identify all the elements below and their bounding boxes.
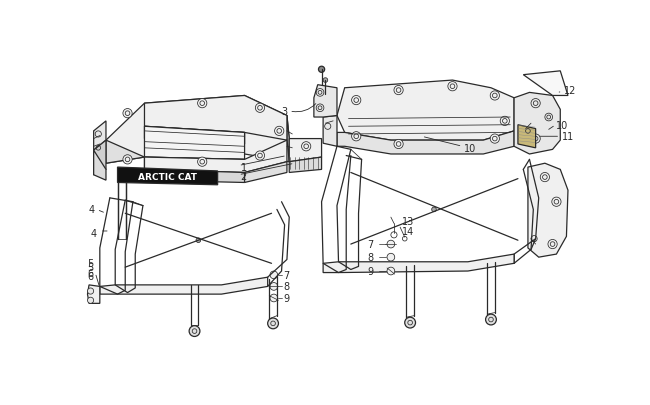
Polygon shape bbox=[514, 93, 560, 155]
Text: 7: 7 bbox=[283, 270, 289, 280]
Circle shape bbox=[88, 297, 94, 304]
Polygon shape bbox=[518, 126, 536, 149]
Polygon shape bbox=[289, 139, 322, 162]
Circle shape bbox=[123, 156, 132, 164]
Polygon shape bbox=[337, 81, 514, 141]
Text: ARCTIC CAT: ARCTIC CAT bbox=[138, 173, 197, 181]
Circle shape bbox=[405, 318, 415, 328]
Circle shape bbox=[302, 142, 311, 151]
Polygon shape bbox=[106, 141, 144, 164]
Circle shape bbox=[270, 283, 278, 290]
Circle shape bbox=[318, 67, 324, 73]
Text: 9: 9 bbox=[283, 293, 289, 303]
Circle shape bbox=[500, 117, 510, 126]
Circle shape bbox=[323, 79, 328, 83]
Polygon shape bbox=[323, 116, 337, 147]
Circle shape bbox=[387, 254, 395, 261]
Text: 7: 7 bbox=[368, 239, 374, 249]
Text: 4: 4 bbox=[89, 205, 95, 215]
Polygon shape bbox=[144, 96, 287, 141]
Circle shape bbox=[268, 318, 278, 329]
Polygon shape bbox=[106, 96, 289, 164]
Circle shape bbox=[189, 326, 200, 337]
Text: 11: 11 bbox=[562, 132, 574, 142]
Text: 10: 10 bbox=[464, 143, 476, 153]
Circle shape bbox=[394, 86, 403, 96]
Text: 6: 6 bbox=[88, 272, 94, 282]
Circle shape bbox=[255, 151, 265, 161]
Circle shape bbox=[196, 238, 201, 243]
Polygon shape bbox=[244, 162, 287, 183]
Circle shape bbox=[123, 109, 132, 119]
Text: 12: 12 bbox=[564, 86, 577, 96]
Circle shape bbox=[490, 92, 499, 101]
Polygon shape bbox=[337, 132, 514, 155]
Circle shape bbox=[255, 104, 265, 113]
Circle shape bbox=[198, 99, 207, 109]
Polygon shape bbox=[323, 254, 514, 273]
Circle shape bbox=[352, 96, 361, 105]
Polygon shape bbox=[94, 122, 106, 151]
Polygon shape bbox=[523, 72, 568, 96]
Circle shape bbox=[486, 314, 497, 325]
Circle shape bbox=[88, 288, 94, 294]
Polygon shape bbox=[144, 158, 244, 173]
Text: 2: 2 bbox=[240, 172, 247, 182]
Text: 4: 4 bbox=[90, 228, 97, 238]
Circle shape bbox=[432, 208, 436, 212]
Circle shape bbox=[448, 82, 457, 92]
Polygon shape bbox=[287, 116, 289, 162]
Polygon shape bbox=[88, 285, 100, 304]
Text: 6: 6 bbox=[88, 268, 94, 278]
Text: 13: 13 bbox=[402, 216, 415, 226]
Circle shape bbox=[387, 241, 395, 248]
Text: 3: 3 bbox=[281, 107, 288, 117]
Text: 8: 8 bbox=[283, 282, 289, 292]
Polygon shape bbox=[528, 164, 568, 258]
Circle shape bbox=[274, 127, 284, 136]
Circle shape bbox=[198, 158, 207, 167]
Polygon shape bbox=[94, 141, 106, 175]
Text: 14: 14 bbox=[402, 226, 415, 237]
Polygon shape bbox=[314, 85, 337, 118]
Polygon shape bbox=[94, 151, 106, 181]
Text: 8: 8 bbox=[368, 253, 374, 262]
Polygon shape bbox=[118, 168, 218, 185]
Polygon shape bbox=[289, 158, 322, 173]
Text: 9: 9 bbox=[368, 266, 374, 276]
Polygon shape bbox=[144, 170, 244, 183]
Polygon shape bbox=[100, 277, 268, 294]
Text: 5: 5 bbox=[88, 259, 94, 269]
Circle shape bbox=[394, 140, 403, 149]
Polygon shape bbox=[144, 127, 244, 160]
Text: 1: 1 bbox=[240, 163, 247, 173]
Circle shape bbox=[490, 134, 499, 144]
Circle shape bbox=[387, 268, 395, 275]
Text: 10: 10 bbox=[556, 120, 569, 130]
Text: 5: 5 bbox=[88, 262, 94, 273]
Circle shape bbox=[352, 132, 361, 141]
Polygon shape bbox=[144, 127, 244, 145]
Polygon shape bbox=[144, 141, 287, 173]
Circle shape bbox=[270, 294, 278, 302]
Circle shape bbox=[270, 271, 278, 279]
